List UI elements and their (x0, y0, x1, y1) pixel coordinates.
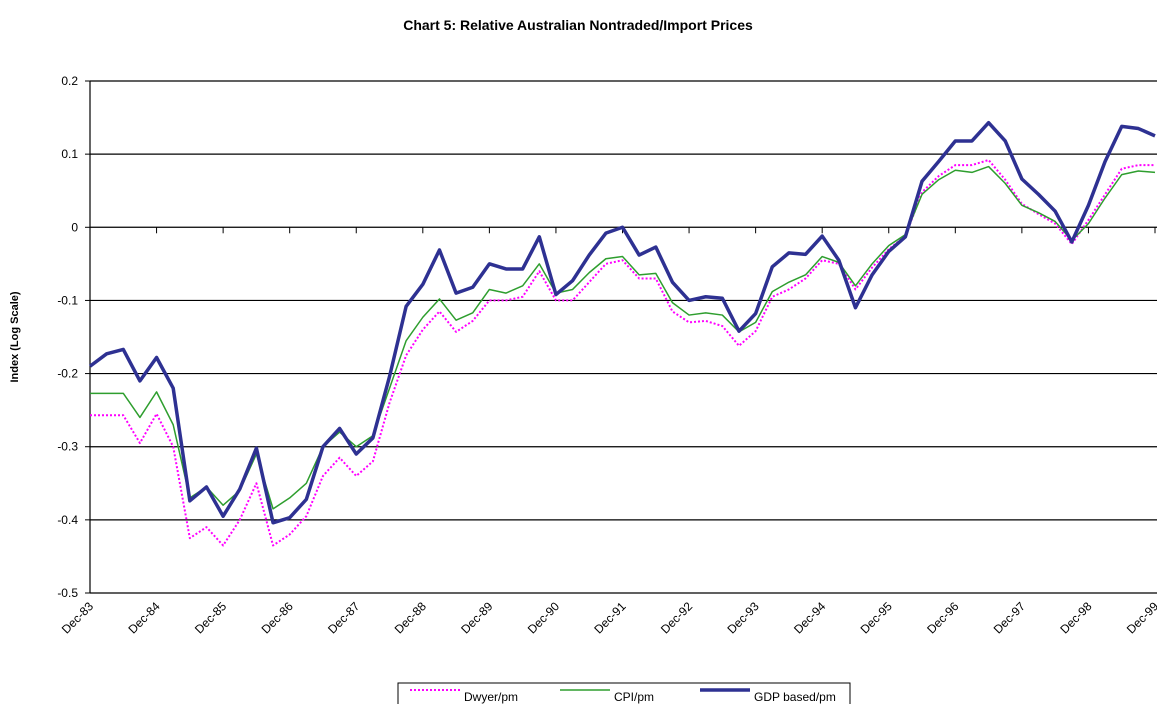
y-tick-label: -0.1 (57, 293, 78, 307)
series-line (90, 165, 1156, 510)
x-tick-label: Dec-96 (924, 599, 961, 636)
x-tick-label: Dec-99 (1124, 599, 1157, 636)
y-tick-label: 0 (71, 220, 78, 234)
x-tick-label: Dec-83 (59, 599, 96, 636)
y-tick-label: -0.4 (57, 513, 78, 527)
legend-label: CPI/pm (614, 690, 654, 704)
y-axis-label: Index (Log Scale) (9, 291, 21, 382)
series-line (90, 158, 1155, 547)
x-tick-label: Dec-93 (724, 599, 761, 636)
legend-label: Dwyer/pm (464, 690, 518, 704)
x-tick-label: Dec-88 (392, 599, 429, 636)
x-tick-label: Dec-84 (125, 599, 162, 636)
y-tick-label: -0.2 (57, 367, 78, 381)
y-tick-label: 0.1 (61, 147, 78, 161)
x-tick-label: Dec-89 (458, 599, 495, 636)
x-tick-label: Dec-92 (658, 599, 695, 636)
x-tick-label: Dec-94 (791, 599, 828, 636)
chart-title: Chart 5: Relative Australian Nontraded/I… (403, 17, 753, 33)
series-line (88, 120, 1156, 525)
x-tick-label: Dec-87 (325, 599, 362, 636)
x-tick-label: Dec-98 (1057, 599, 1094, 636)
x-tick-label: Dec-90 (525, 599, 562, 636)
x-tick-label: Dec-95 (858, 599, 895, 636)
y-tick-label: 0.2 (61, 74, 78, 88)
y-tick-label: -0.3 (57, 440, 78, 454)
x-tick-label: Dec-86 (259, 599, 296, 636)
x-tick-label: Dec-91 (591, 599, 628, 636)
x-tick-label: Dec-85 (192, 599, 229, 636)
y-tick-label: -0.5 (57, 586, 78, 600)
x-tick-label: Dec-97 (991, 599, 1028, 636)
legend-label: GDP based/pm (754, 690, 836, 704)
